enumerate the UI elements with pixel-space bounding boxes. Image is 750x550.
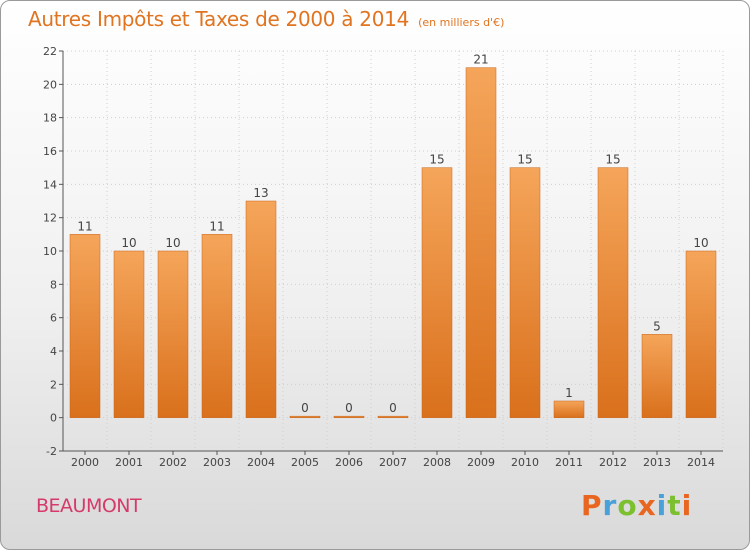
bar-2007: [377, 415, 409, 418]
value-label-2010: 15: [517, 153, 532, 167]
bar-2013: [641, 334, 673, 418]
value-label-2014: 10: [693, 236, 708, 250]
x-tick-label-2010: 2010: [511, 456, 539, 469]
value-label-2000: 11: [77, 219, 92, 233]
x-tick-label-2007: 2007: [379, 456, 407, 469]
bar-2008: [421, 167, 453, 418]
value-label-2008: 15: [429, 153, 444, 167]
logo-letter: r: [602, 489, 618, 522]
bar-2011: [553, 400, 585, 418]
x-tick-label-2008: 2008: [423, 456, 451, 469]
x-tick-label-2012: 2012: [599, 456, 627, 469]
logo-letter: i: [681, 489, 693, 522]
bar-2010: [509, 167, 541, 418]
unit-text: (en milliers d'€): [418, 16, 505, 29]
y-tick-label: 16: [43, 145, 57, 158]
y-tick-label: 10: [43, 245, 57, 258]
title-text: Autres Impôts et Taxes de 2000 à 2014: [28, 7, 409, 31]
bar-2004: [245, 200, 277, 418]
bar-2002: [157, 250, 189, 418]
x-tick-label-2002: 2002: [159, 456, 187, 469]
logo-letter: t: [667, 489, 682, 522]
value-label-2011: 1: [565, 386, 573, 400]
y-tick-label: 22: [43, 45, 57, 58]
logo-letter: i: [656, 489, 668, 522]
x-tick-label-2005: 2005: [291, 456, 319, 469]
bar-2006: [333, 415, 365, 418]
y-tick-label: 2: [50, 378, 57, 391]
bar-2005: [289, 415, 321, 418]
value-label-2012: 15: [605, 153, 620, 167]
value-label-2006: 0: [345, 401, 353, 415]
x-tick-label-2014: 2014: [687, 456, 715, 469]
logo-letter: o: [617, 489, 638, 522]
value-label-2001: 10: [121, 236, 136, 250]
x-tick-label-2001: 2001: [115, 456, 143, 469]
y-tick-label: 4: [50, 345, 57, 358]
value-label-2005: 0: [301, 401, 309, 415]
y-tick-label: 8: [50, 278, 57, 291]
y-tick-label: 0: [50, 412, 57, 425]
x-tick-label-2011: 2011: [555, 456, 583, 469]
x-tick-label-2013: 2013: [643, 456, 671, 469]
y-tick-label: 12: [43, 212, 57, 225]
bar-2003: [201, 234, 233, 418]
value-label-2009: 21: [473, 53, 488, 67]
logo-letter: P: [581, 489, 603, 522]
value-label-2007: 0: [389, 401, 397, 415]
value-label-2002: 10: [165, 236, 180, 250]
bar-2000: [69, 234, 101, 418]
x-tick-label-2009: 2009: [467, 456, 495, 469]
x-tick-label-2000: 2000: [71, 456, 99, 469]
y-tick-label: -2: [46, 445, 57, 458]
value-label-2004: 13: [253, 186, 268, 200]
logo-letter: x: [637, 489, 657, 522]
y-tick-label: 6: [50, 312, 57, 325]
x-tick-label-2004: 2004: [247, 456, 275, 469]
bar-layer: [69, 67, 717, 418]
commune-name: BEAUMONT: [36, 495, 142, 517]
x-tick-label-2006: 2006: [335, 456, 363, 469]
bar-2009: [465, 67, 497, 418]
y-tick-label: 14: [43, 178, 57, 191]
bar-2012: [597, 167, 629, 418]
chart-title: Autres Impôts et Taxes de 2000 à 2014 (e…: [28, 7, 504, 31]
value-label-2003: 11: [209, 219, 224, 233]
bar-2001: [113, 250, 145, 418]
x-tick-label-2003: 2003: [203, 456, 231, 469]
value-label-2013: 5: [653, 319, 661, 333]
label-layer: 11 10 10 11 13 0 0 0 15 21 15 1 15 5 10: [77, 53, 708, 415]
y-tick-label: 20: [43, 78, 57, 91]
grid-layer: [62, 50, 724, 452]
bar-2014: [685, 250, 717, 418]
y-tick-label: 18: [43, 112, 57, 125]
proxiti-logo[interactable]: Proxiti: [581, 489, 692, 522]
